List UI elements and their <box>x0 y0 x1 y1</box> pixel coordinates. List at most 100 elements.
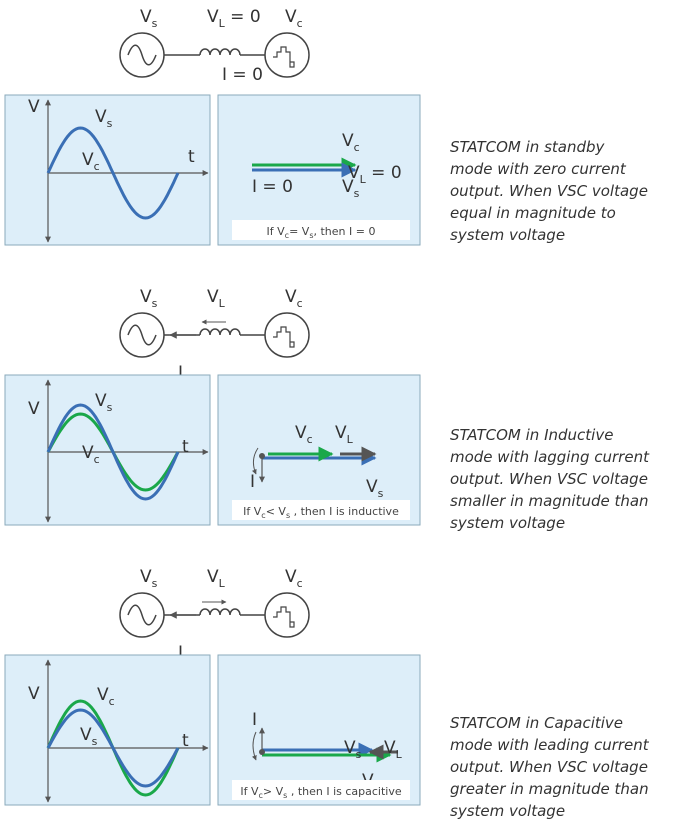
phasor-label: Vs <box>366 477 384 500</box>
text-span: I = 0 <box>252 177 293 197</box>
description-line: STATCOM in standby <box>450 138 606 156</box>
text-span: V <box>28 97 40 117</box>
text-span: V <box>295 423 307 443</box>
phasor-label: Vs <box>342 177 360 200</box>
phasor-label: VL <box>384 738 403 761</box>
text-span: t <box>182 731 189 751</box>
axis-t-label: t <box>182 437 189 457</box>
wave-label: Vc <box>82 150 100 173</box>
subscript: s <box>152 17 158 30</box>
condition-text: If Vc= Vs, then I = 0 <box>267 225 376 240</box>
subscript: c <box>94 160 100 173</box>
subscript: c <box>109 695 115 708</box>
text-span: V <box>80 725 92 745</box>
phasor-label: Vc <box>342 131 360 154</box>
subscript: L <box>347 433 354 446</box>
vc-label: Vc <box>285 287 303 310</box>
phasor-label: I <box>252 710 257 730</box>
text-span: V <box>207 567 219 587</box>
description-line: mode with zero current <box>450 160 627 178</box>
text-span: = V <box>289 225 310 238</box>
waveform-panel <box>4 654 211 806</box>
subscript: s <box>309 231 313 240</box>
description-line: smaller in magnitude than <box>450 492 649 510</box>
description-line: system voltage <box>450 514 565 532</box>
vl-label: VL <box>207 567 226 590</box>
text-span: , then I is capacitive <box>287 785 402 798</box>
section: VsVLVcIVtVcVsIVsVLVcIf Vc> Vs , then I i… <box>4 567 650 820</box>
text-span: < V <box>266 505 287 518</box>
vc-label: Vc <box>285 7 303 30</box>
wave-label: Vc <box>97 685 115 708</box>
rotation <box>251 447 259 475</box>
text-span: V <box>366 477 378 497</box>
text-span: V <box>285 7 297 27</box>
wave-label: Vs <box>95 107 113 130</box>
vs-wave <box>46 403 180 501</box>
text-span: I <box>178 643 183 663</box>
sine-icon <box>127 324 157 346</box>
subscript: c <box>307 433 313 446</box>
axis-v-label: V <box>28 684 40 704</box>
condition-text: If Vc< Vs , then I is inductive <box>243 505 399 520</box>
condition-box <box>232 220 410 240</box>
description-line: system voltage <box>450 226 565 244</box>
phasor-label: Vs <box>344 738 362 761</box>
text-span: V <box>95 107 107 127</box>
subscript: c <box>297 297 303 310</box>
text-span: V <box>344 738 356 758</box>
subscript: s <box>152 297 158 310</box>
wave-label: Vs <box>80 725 98 748</box>
text-span: t <box>188 147 195 167</box>
text-span: V <box>285 567 297 587</box>
subscript: s <box>286 511 290 520</box>
subscript: L <box>396 748 403 761</box>
description-line: equal in magnitude to <box>450 204 616 222</box>
text-span: V <box>335 423 347 443</box>
text-span: V <box>342 131 354 151</box>
subscript: s <box>283 791 287 800</box>
sine-icon <box>127 44 157 66</box>
description-line: greater in magnitude than <box>450 780 649 798</box>
description-line: output. When VSC voltage <box>450 758 648 776</box>
axis-t-label: t <box>182 731 189 751</box>
text-span: V <box>285 287 297 307</box>
subscript: L <box>360 173 367 186</box>
rotation <box>252 731 257 761</box>
axis-v-label: V <box>28 97 40 117</box>
sine-icon <box>127 604 157 626</box>
converter-symbol <box>264 32 310 78</box>
text-span: t <box>182 437 189 457</box>
subscript: L <box>219 297 226 310</box>
phasor-label: VL = 0 <box>348 163 402 186</box>
vs-wave <box>46 126 180 220</box>
text-span: V <box>342 177 354 197</box>
subscript: c <box>285 231 289 240</box>
vl-label: VL = 0 <box>207 7 261 30</box>
condition-box <box>232 780 410 800</box>
description-line: output. When VSC voltage <box>450 182 648 200</box>
phasor-label: Vc <box>295 423 313 446</box>
axis-t-label: t <box>188 147 195 167</box>
description-line: mode with leading current <box>450 736 650 754</box>
text-span: , then I is inductive <box>290 505 399 518</box>
text-span: I <box>252 710 257 730</box>
text-span: V <box>82 150 94 170</box>
text-span: If V <box>243 505 262 518</box>
current-label: I <box>178 643 183 663</box>
subscript: c <box>259 791 263 800</box>
subscript: s <box>354 187 360 200</box>
vc-label: Vc <box>285 567 303 590</box>
vs-label: Vs <box>140 567 158 590</box>
condition-box <box>232 500 410 520</box>
text-span: V <box>207 7 219 27</box>
phasor-label: I = 0 <box>252 177 293 197</box>
text-span: V <box>28 684 40 704</box>
text-span: V <box>97 685 109 705</box>
description-line: mode with lagging current <box>450 448 650 466</box>
origin <box>259 453 265 459</box>
text-span: V <box>82 443 94 463</box>
subscript: c <box>297 17 303 30</box>
